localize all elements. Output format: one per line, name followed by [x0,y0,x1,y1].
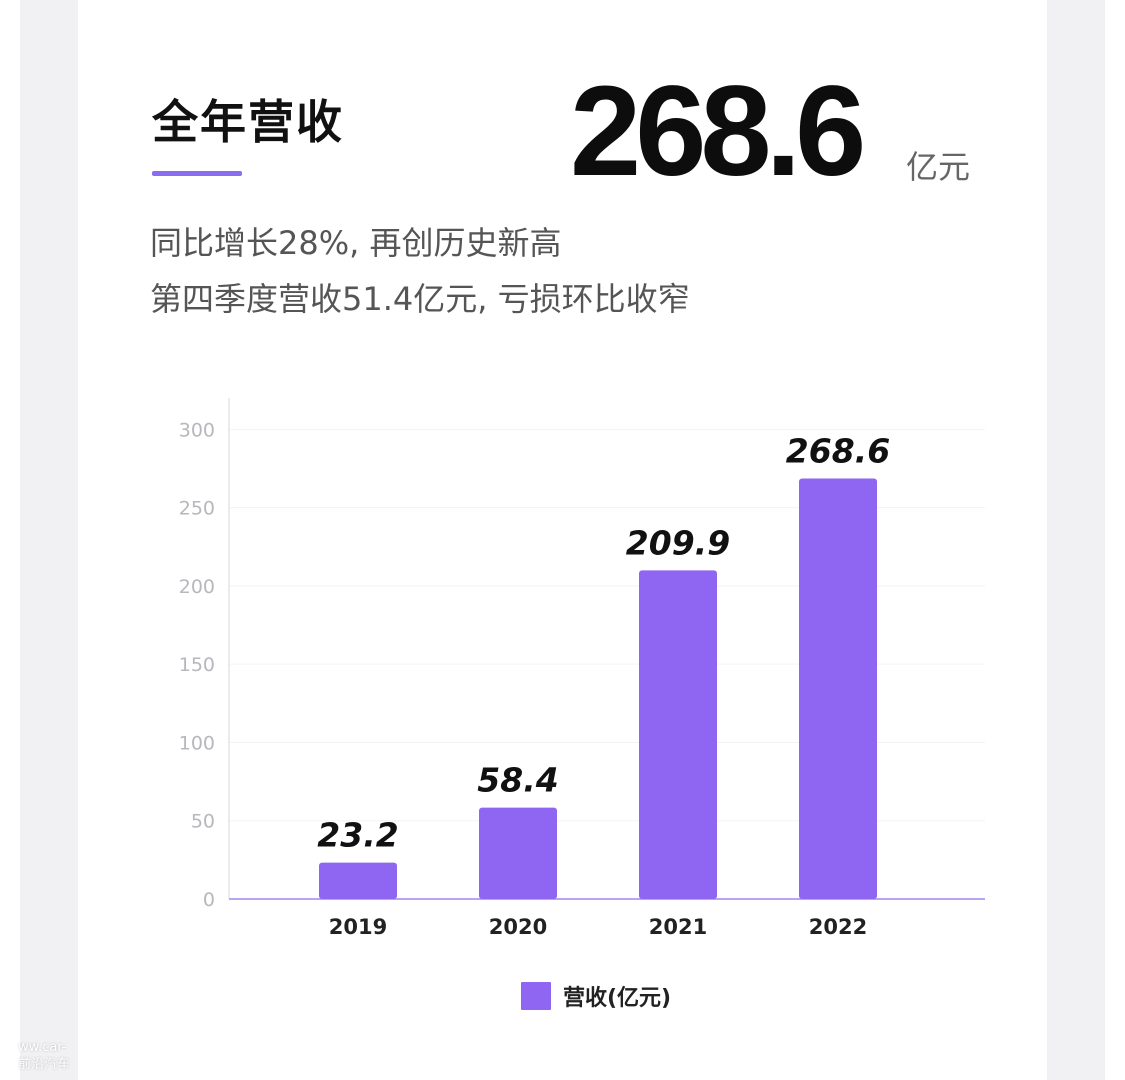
headline-unit: 亿元 [906,148,971,186]
left-margin [20,0,78,1080]
legend-label: 营收(亿元) [563,986,672,1011]
data-label-2020: 58.4 [477,761,558,800]
y-tick-label-200: 200 [179,576,215,598]
x-tick-label-2020: 2020 [489,915,547,939]
watermark-line-1: ww.car- [18,1040,67,1055]
x-tick-label-2022: 2022 [809,915,867,939]
bar-2021 [639,570,717,899]
x-tick-label-2021: 2021 [649,915,707,939]
y-tick-label-50: 50 [191,811,215,833]
data-label-2021: 209.9 [626,523,730,562]
bar-2019 [319,862,397,899]
headline-title: 全年营收 [152,95,344,149]
headline-underline [152,171,242,176]
data-label-2019: 23.2 [317,816,398,855]
watermark: ww.car- 前沿汽车 [18,1040,70,1074]
bar-2022 [799,478,877,899]
bar-2020 [479,807,557,899]
y-tick-label-0: 0 [203,889,215,911]
right-margin [1047,0,1105,1080]
summary-line-2: 第四季度营收51.4亿元, 亏损环比收窄 [150,280,690,318]
headline-value: 268.6 [570,60,866,203]
legend-swatch [521,982,551,1010]
watermark-line-2: 前沿汽车 [18,1056,71,1072]
summary-line-1: 同比增长28%, 再创历史新高 [150,224,562,262]
chart-legend: 营收(亿元) [521,980,671,1012]
y-tick-label-150: 150 [179,654,215,676]
y-tick-label-100: 100 [179,732,215,754]
x-tick-label-2019: 2019 [329,915,387,939]
y-tick-label-300: 300 [179,419,215,441]
data-label-2022: 268.6 [786,431,890,470]
y-tick-label-250: 250 [179,498,215,520]
